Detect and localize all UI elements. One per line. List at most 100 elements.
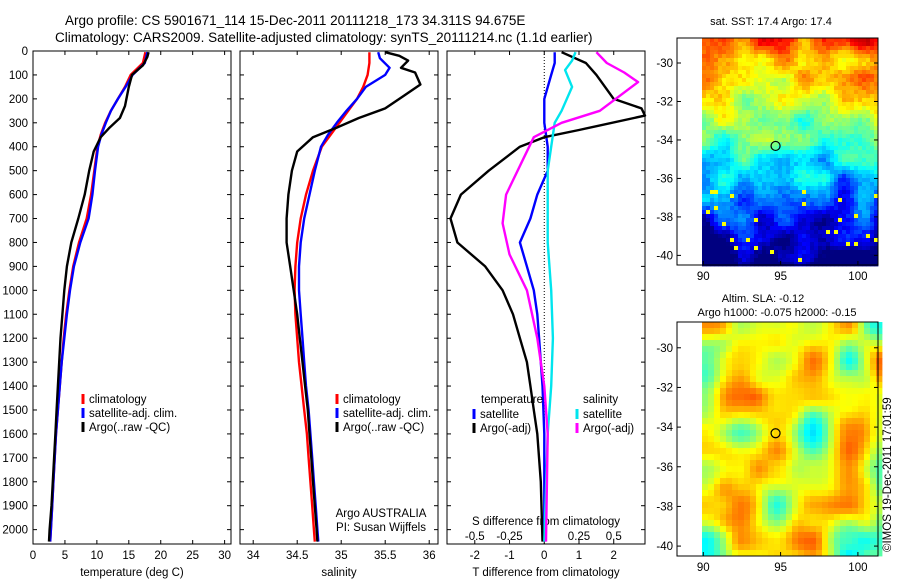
depth-tick-label: 1700 (2, 453, 28, 465)
difference-legend-label: Argo(-adj) (480, 423, 531, 435)
sst-lat-tick-label: -38 (656, 212, 673, 224)
salinity-profile-panel: 34 34.5 35 35.5 36 salinity climatology satelli… (239, 50, 439, 579)
temperature-legend-label: Argo(..raw -QC) (89, 422, 170, 434)
difference-series-line (543, 51, 577, 542)
sla-map-panel: Altim. SLA: -0.12 Argo h1000: -0.075 h200… (656, 293, 883, 574)
depth-axis: 0 100 200 300 400 500 600 700 800 900 1000 1100 1200… (2, 46, 28, 537)
salinity-series-line (293, 52, 371, 542)
temperature-x-tick-label: 30 (218, 550, 231, 562)
depth-tick-label: 200 (9, 94, 28, 106)
depth-tick-label: 800 (9, 237, 28, 249)
depth-tick-label: 1600 (2, 429, 28, 441)
temperature-profile-panel: 0 5 10 15 20 25 30 temperature (deg C) climatolo… (30, 50, 232, 579)
difference-frame (446, 50, 646, 545)
difference-top-tick-label: -0.5 (465, 531, 485, 543)
sst-lat-tick-label: -40 (656, 250, 673, 262)
depth-tick-label: 1100 (3, 309, 28, 321)
sla-map-image (702, 322, 883, 557)
sla-lat-tick-label: -30 (656, 343, 673, 355)
difference-x-tick-label: 0 (541, 550, 547, 562)
depth-tick-label: 1500 (2, 405, 28, 417)
sla-map-title: Altim. SLA: -0.12 (722, 293, 805, 305)
temperature-x-tick-label: 20 (154, 550, 167, 562)
depth-tick-label: 0 (22, 46, 28, 58)
salinity-x-tick-label: 34 (247, 550, 260, 562)
salinity-series-line (285, 51, 422, 542)
salinity-legend-label: satellite-adj. clim. (343, 408, 431, 420)
temperature-x-tick-label: 25 (186, 550, 199, 562)
depth-tick-label: 700 (9, 214, 28, 226)
sst-map-title: sat. SST: 17.4 Argo: 17.4 (710, 16, 832, 28)
sla-lat-tick-label: -34 (656, 422, 673, 434)
salinity-frame (239, 50, 439, 545)
temperature-series-line (47, 51, 150, 542)
sla-lon-tick-label: 95 (774, 562, 787, 574)
depth-tick-label: 100 (9, 70, 28, 82)
salinity-x-tick-label: 34.5 (286, 550, 308, 562)
difference-top-tick-label: 0.25 (568, 531, 590, 543)
difference-legend-label: Argo(-adj) (583, 423, 634, 435)
difference-x-tick-label: -1 (504, 550, 514, 562)
imos-timestamp: ©IMOS 19-Dec-2011 17:01:59 (882, 397, 894, 552)
sst-lon-tick-label: 95 (774, 271, 787, 283)
temperature-x-tick-label: 15 (122, 550, 135, 562)
difference-legend-label: satellite (583, 409, 622, 421)
sst-map-panel: sat. SST: 17.4 Argo: 17.4 90 95 100 -30 -32 -3… (656, 16, 879, 283)
sst-lon-tick-label: 100 (848, 271, 867, 283)
header-line1: Argo profile: CS 5901671_114 15-Dec-2011… (65, 13, 525, 28)
sla-lon-tick-label: 100 (848, 562, 867, 574)
depth-tick-label: 600 (9, 190, 28, 202)
sst-map-frame (676, 37, 879, 266)
sla-lon-tick-label: 90 (697, 562, 710, 574)
salinity-x-axis-label: salinity (321, 567, 356, 579)
depth-tick-label: 300 (9, 118, 28, 130)
temperature-x-axis-label: temperature (deg C) (80, 567, 184, 579)
temperature-legend-label: climatology (89, 394, 147, 406)
depth-tick-label: 2000 (2, 525, 28, 537)
temperature-x-tick-label: 0 (30, 550, 36, 562)
sla-map-subtitle: Argo h1000: -0.075 h2000: -0.15 (697, 307, 856, 319)
sla-lat-tick-label: -36 (656, 462, 673, 474)
sst-map-blank (677, 38, 702, 265)
sla-lat-tick-label: -38 (656, 501, 673, 513)
sst-lat-tick-label: -32 (656, 96, 673, 108)
sst-lat-tick-label: -34 (656, 135, 673, 147)
depth-tick-label: 1400 (2, 381, 28, 393)
temperature-legend-label: satellite-adj. clim. (89, 408, 177, 420)
legend-temperature-title: temperature (481, 394, 543, 406)
difference-x-tick-label: 2 (611, 550, 617, 562)
difference-series-line (518, 52, 556, 542)
difference-legend-label: satellite (480, 409, 519, 421)
sst-lat-tick-label: -36 (656, 173, 673, 185)
depth-tick-label: 1000 (2, 285, 28, 297)
sla-lat-tick-label: -32 (656, 382, 673, 394)
temperature-frame (32, 50, 232, 545)
sla-lat-tick-label: -40 (656, 541, 673, 553)
difference-x-axis-label: T difference from climatology (472, 567, 619, 579)
header-line2: Climatology: CARS2009. Satellite-adjuste… (55, 30, 593, 45)
salinity-legend-label: climatology (343, 394, 401, 406)
depth-tick-label: 500 (9, 166, 28, 178)
salinity-x-tick-label: 35 (335, 550, 348, 562)
depth-tick-label: 400 (9, 142, 28, 154)
sst-lat-tick-label: -30 (656, 58, 673, 70)
temperature-x-tick-label: 5 (62, 550, 68, 562)
difference-x-tick-label: 1 (576, 550, 582, 562)
difference-series-line (449, 51, 647, 542)
salinity-x-tick-label: 36 (423, 550, 436, 562)
salinity-legend-label: Argo(..raw -QC) (343, 422, 424, 434)
difference-x-tick-label: -2 (470, 550, 480, 562)
salinity-x-tick-label: 35.5 (374, 550, 396, 562)
sla-map-blank (677, 322, 702, 556)
depth-tick-label: 1200 (2, 333, 28, 345)
sla-map-frame (676, 321, 879, 557)
pi-name-label: PI: Susan Wijffels (336, 522, 426, 534)
depth-tick-label: 1300 (2, 357, 28, 369)
depth-tick-label: 1900 (2, 501, 28, 513)
sst-argo-position-marker (770, 140, 781, 152)
depth-tick-label: 900 (9, 261, 28, 273)
difference-series-line (501, 51, 640, 542)
legend-salinity-title: salinity (583, 394, 618, 406)
